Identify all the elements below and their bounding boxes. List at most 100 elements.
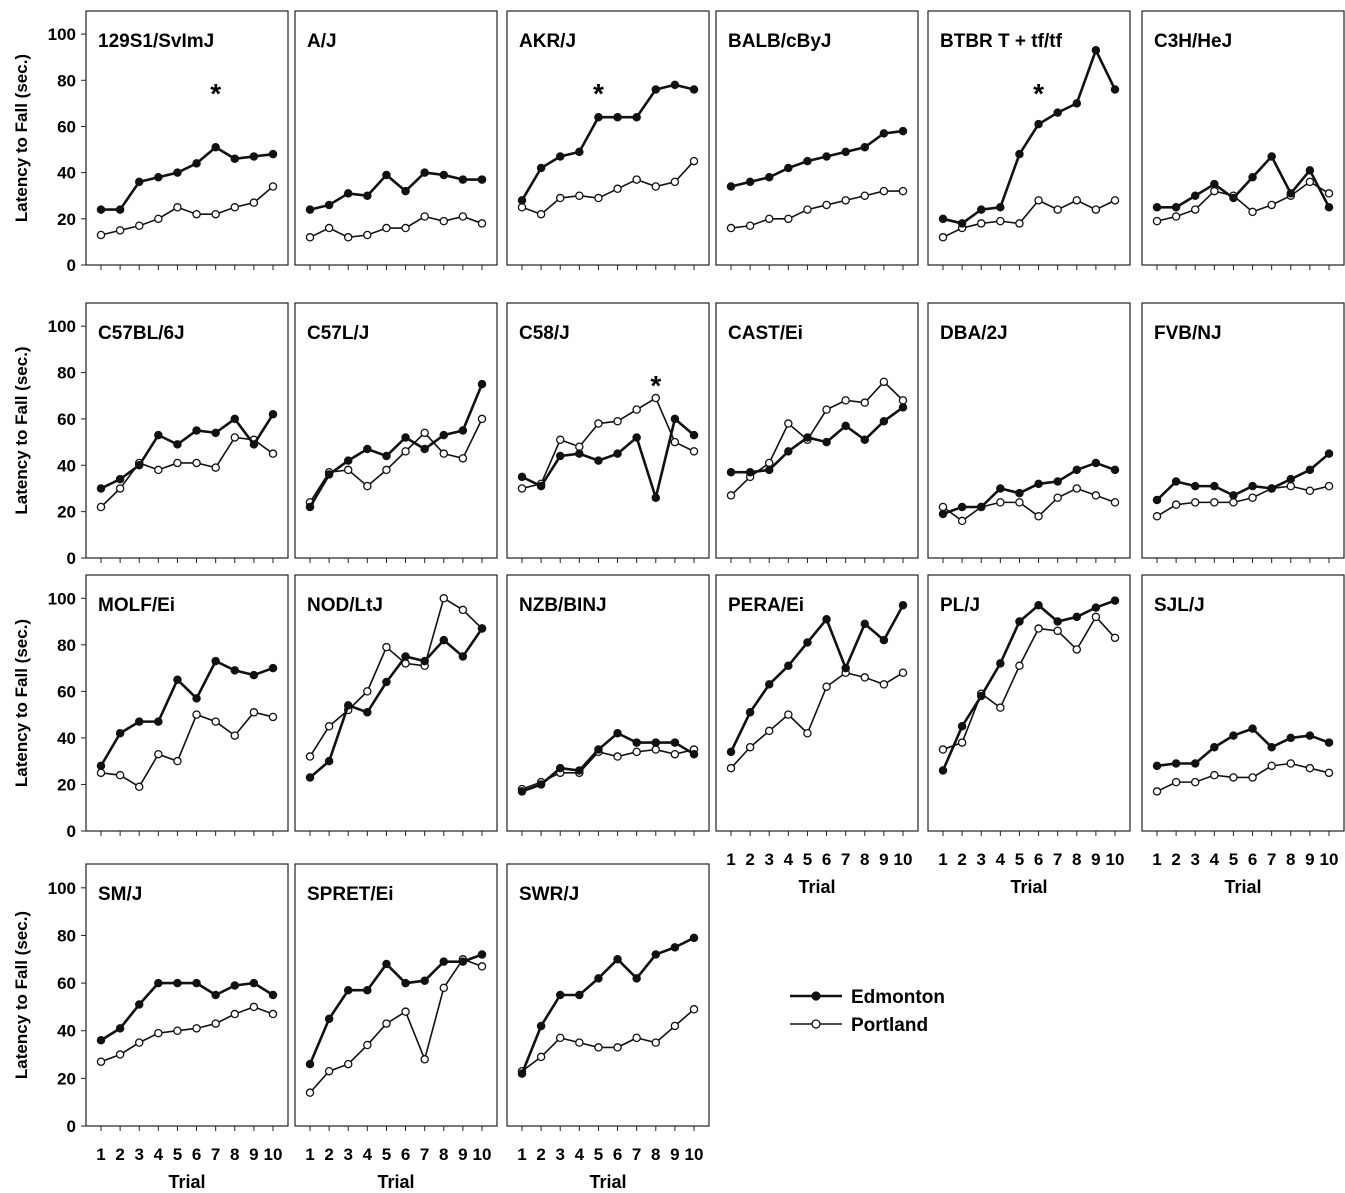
data-point-portland [1248, 207, 1257, 217]
data-point-edmonton [154, 173, 163, 182]
data-point-portland [458, 454, 468, 463]
data-point-portland [822, 405, 831, 414]
data-point-edmonton [477, 624, 487, 633]
data-point-portland [211, 717, 220, 726]
data-point-portland [324, 722, 334, 731]
data-point-portland [745, 221, 755, 230]
y-axis-label: Latency to Fall (sec.) [12, 911, 31, 1079]
panel-frame [506, 863, 710, 1127]
data-point-edmonton [268, 149, 278, 159]
x-tick-label: 8 [860, 850, 869, 869]
data-point-portland [477, 962, 487, 971]
significance-asterisk: * [1033, 78, 1044, 109]
data-point-edmonton [1324, 738, 1334, 747]
panel-12: 0 20 40 60 80 100 Latency to Fall (sec.) MOLF/E… [12, 574, 289, 841]
data-point-edmonton [938, 766, 948, 775]
panel-14: NZB/BINJ [506, 574, 710, 836]
data-point-edmonton [670, 943, 680, 952]
data-point-portland [1210, 498, 1219, 507]
data-point-edmonton [477, 950, 487, 959]
y-tick-label: 60 [57, 974, 76, 993]
series-line-portland [521, 160, 695, 216]
data-point-portland [230, 433, 240, 442]
data-point-edmonton [822, 614, 831, 624]
data-point-portland [996, 216, 1005, 226]
data-point-portland [343, 1059, 353, 1069]
y-tick-label: 80 [57, 636, 76, 655]
data-point-edmonton [154, 717, 163, 726]
data-point-edmonton [382, 959, 391, 969]
data-point-portland [1171, 212, 1181, 221]
data-point-portland [1034, 196, 1043, 205]
x-tick-label: 3 [555, 1145, 564, 1164]
data-point-edmonton [745, 708, 755, 717]
panel-title: BTBR T + tf/tf [940, 31, 1063, 52]
data-point-portland [343, 465, 353, 475]
y-tick-label: 100 [48, 317, 76, 336]
panel-18: 0 20 40 60 80 100 Latency to Fall (sec.) 1 2 3 4 5 6… [12, 863, 289, 1192]
data-point-edmonton [996, 203, 1005, 212]
data-point-edmonton [439, 957, 449, 966]
data-point-edmonton [363, 444, 372, 454]
data-point-edmonton [305, 205, 315, 214]
data-point-edmonton [670, 414, 680, 424]
x-tick-label: 6 [401, 1145, 410, 1164]
data-point-edmonton [745, 177, 755, 187]
x-tick-label: 8 [1286, 850, 1295, 869]
data-point-portland [343, 233, 353, 242]
data-point-portland [1091, 205, 1101, 214]
data-point-portland [420, 1055, 429, 1064]
panel-title: NZB/BINJ [519, 595, 607, 616]
data-point-portland [957, 516, 967, 526]
series-line-portland [309, 418, 483, 503]
x-axis-label: Trial [798, 877, 835, 897]
data-point-edmonton [458, 175, 468, 184]
series-line-portland [942, 615, 1116, 751]
data-point-edmonton [1305, 166, 1315, 175]
x-tick-label: 2 [745, 850, 754, 869]
data-point-portland [594, 193, 603, 203]
data-point-edmonton [689, 749, 699, 759]
series-line-edmonton [100, 981, 274, 1042]
data-point-portland [173, 458, 182, 468]
series-line-portland [942, 199, 1116, 239]
series-line-portland [521, 396, 695, 490]
data-point-portland [632, 175, 641, 184]
data-point-portland [1091, 612, 1101, 622]
data-point-portland [898, 396, 908, 405]
y-tick-label: 0 [67, 256, 76, 275]
series-line-portland [730, 190, 903, 229]
x-axis-label: Trial [1010, 877, 1047, 897]
x-tick-label: 6 [1248, 850, 1257, 869]
x-tick-label: 2 [536, 1145, 545, 1164]
data-point-portland [324, 223, 334, 233]
data-point-portland [211, 463, 220, 472]
x-tick-label: 9 [879, 850, 888, 869]
x-tick-label: 9 [1305, 850, 1314, 869]
data-point-portland [1286, 759, 1296, 768]
data-point-portland [230, 731, 240, 740]
x-tick-label: 7 [211, 1145, 220, 1164]
x-tick-label: 5 [594, 1145, 603, 1164]
data-point-edmonton [898, 403, 908, 412]
series-line-edmonton [309, 627, 484, 779]
data-point-portland [670, 177, 680, 187]
x-tick-label: 4 [996, 850, 1006, 869]
legend-label: Edmonton [851, 987, 945, 1008]
data-point-portland [363, 230, 372, 240]
data-point-edmonton [211, 142, 220, 152]
x-tick-label: 4 [575, 1145, 585, 1164]
data-point-portland [517, 203, 527, 212]
x-axis-label: Trial [168, 1172, 205, 1192]
data-point-portland [134, 221, 144, 230]
data-point-portland [536, 1052, 546, 1062]
data-point-portland [305, 1088, 315, 1097]
panel-frame [85, 863, 289, 1127]
data-point-portland [96, 1057, 106, 1066]
y-axis-label: Latency to Fall (sec.) [12, 54, 31, 222]
x-tick-label: 1 [1152, 850, 1161, 869]
data-point-portland [822, 682, 831, 691]
x-tick-label: 4 [154, 1145, 164, 1164]
y-tick-label: 20 [57, 1069, 76, 1088]
data-point-portland [154, 1028, 163, 1038]
